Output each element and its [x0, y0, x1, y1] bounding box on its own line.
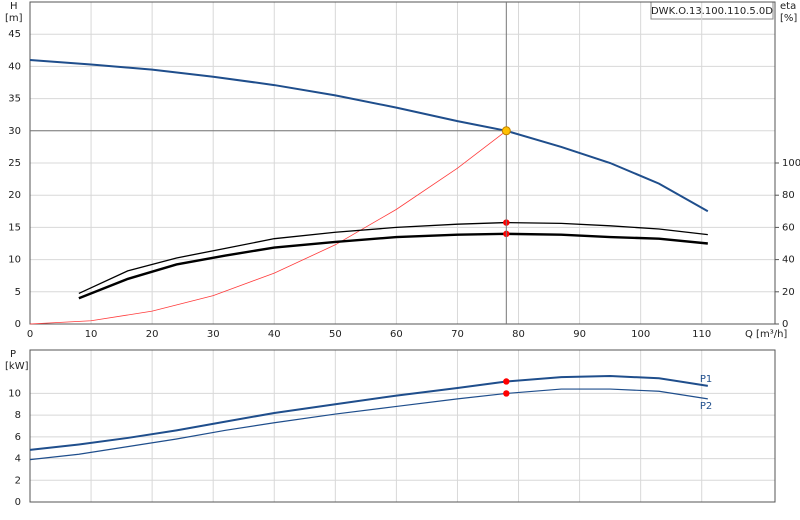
y-axis-label: H	[10, 1, 18, 12]
y-axis-unit: [m]	[5, 13, 23, 24]
y-tick-label: 30	[8, 126, 21, 137]
y-tick-label: 0	[15, 497, 21, 508]
x-tick-label: 10	[85, 329, 98, 340]
y-tick-label: 6	[15, 432, 21, 443]
y-axis-label: P	[10, 349, 16, 360]
x-tick-label: 80	[512, 329, 525, 340]
plot-frame	[29, 1, 776, 325]
y2-axis-unit: [%]	[780, 13, 797, 24]
y-axis-unit: [kW]	[5, 361, 29, 372]
plot-frame	[29, 349, 776, 503]
y-tick-label: 10	[8, 255, 21, 266]
x-tick-label: 70	[451, 329, 464, 340]
curve	[78, 232, 708, 300]
operating-point	[503, 378, 510, 385]
curve	[29, 58, 709, 213]
x-tick-label: 0	[27, 329, 33, 340]
y2-tick-label: 100	[782, 158, 800, 169]
y-tick-label: 10	[8, 388, 21, 399]
curve	[78, 221, 708, 295]
x-tick-label: 20	[146, 329, 159, 340]
x-axis-label: Q [m³/h]	[745, 329, 787, 340]
x-tick-label: 40	[268, 329, 281, 340]
y-tick-label: 40	[8, 61, 21, 72]
y-tick-label: 35	[8, 94, 21, 105]
operating-point	[501, 126, 511, 136]
operating-point	[503, 390, 510, 397]
x-tick-label: 30	[207, 329, 220, 340]
y-tick-label: 25	[8, 158, 21, 169]
plot: 0 10 20 30 40 50 60 70 80 90 100 110 0 5 10 15 20 25 30 35 4…	[5, 1, 800, 340]
x-tick-label: 60	[390, 329, 403, 340]
plot: 0 2 4 6 8 10 P[kW] P1 P2	[5, 349, 776, 508]
y-tick-label: 2	[15, 475, 21, 486]
y2-tick-label: 40	[782, 255, 795, 266]
curve	[29, 130, 507, 325]
series-label: P1	[700, 374, 712, 385]
y-tick-label: 45	[8, 29, 21, 40]
y2-tick-label: 80	[782, 190, 795, 201]
y-tick-label: 15	[8, 222, 21, 233]
y-tick-label: 0	[15, 319, 21, 330]
model-label: DWK.O.13.100.110.5.0D	[651, 6, 773, 17]
y2-tick-label: 20	[782, 287, 795, 298]
y-tick-label: 20	[8, 190, 21, 201]
y2-tick-label: 60	[782, 222, 795, 233]
curve	[29, 388, 708, 461]
y2-tick-label: 0	[782, 319, 788, 330]
curve	[29, 375, 708, 451]
series-label: P2	[700, 401, 712, 412]
x-tick-label: 90	[573, 329, 586, 340]
y-tick-label: 4	[15, 454, 21, 465]
x-tick-label: 110	[692, 329, 711, 340]
y2-axis-label: eta	[780, 1, 796, 12]
x-tick-label: 50	[329, 329, 342, 340]
y-tick-label: 8	[15, 410, 21, 421]
y-tick-label: 5	[15, 287, 21, 298]
x-tick-label: 100	[631, 329, 650, 340]
